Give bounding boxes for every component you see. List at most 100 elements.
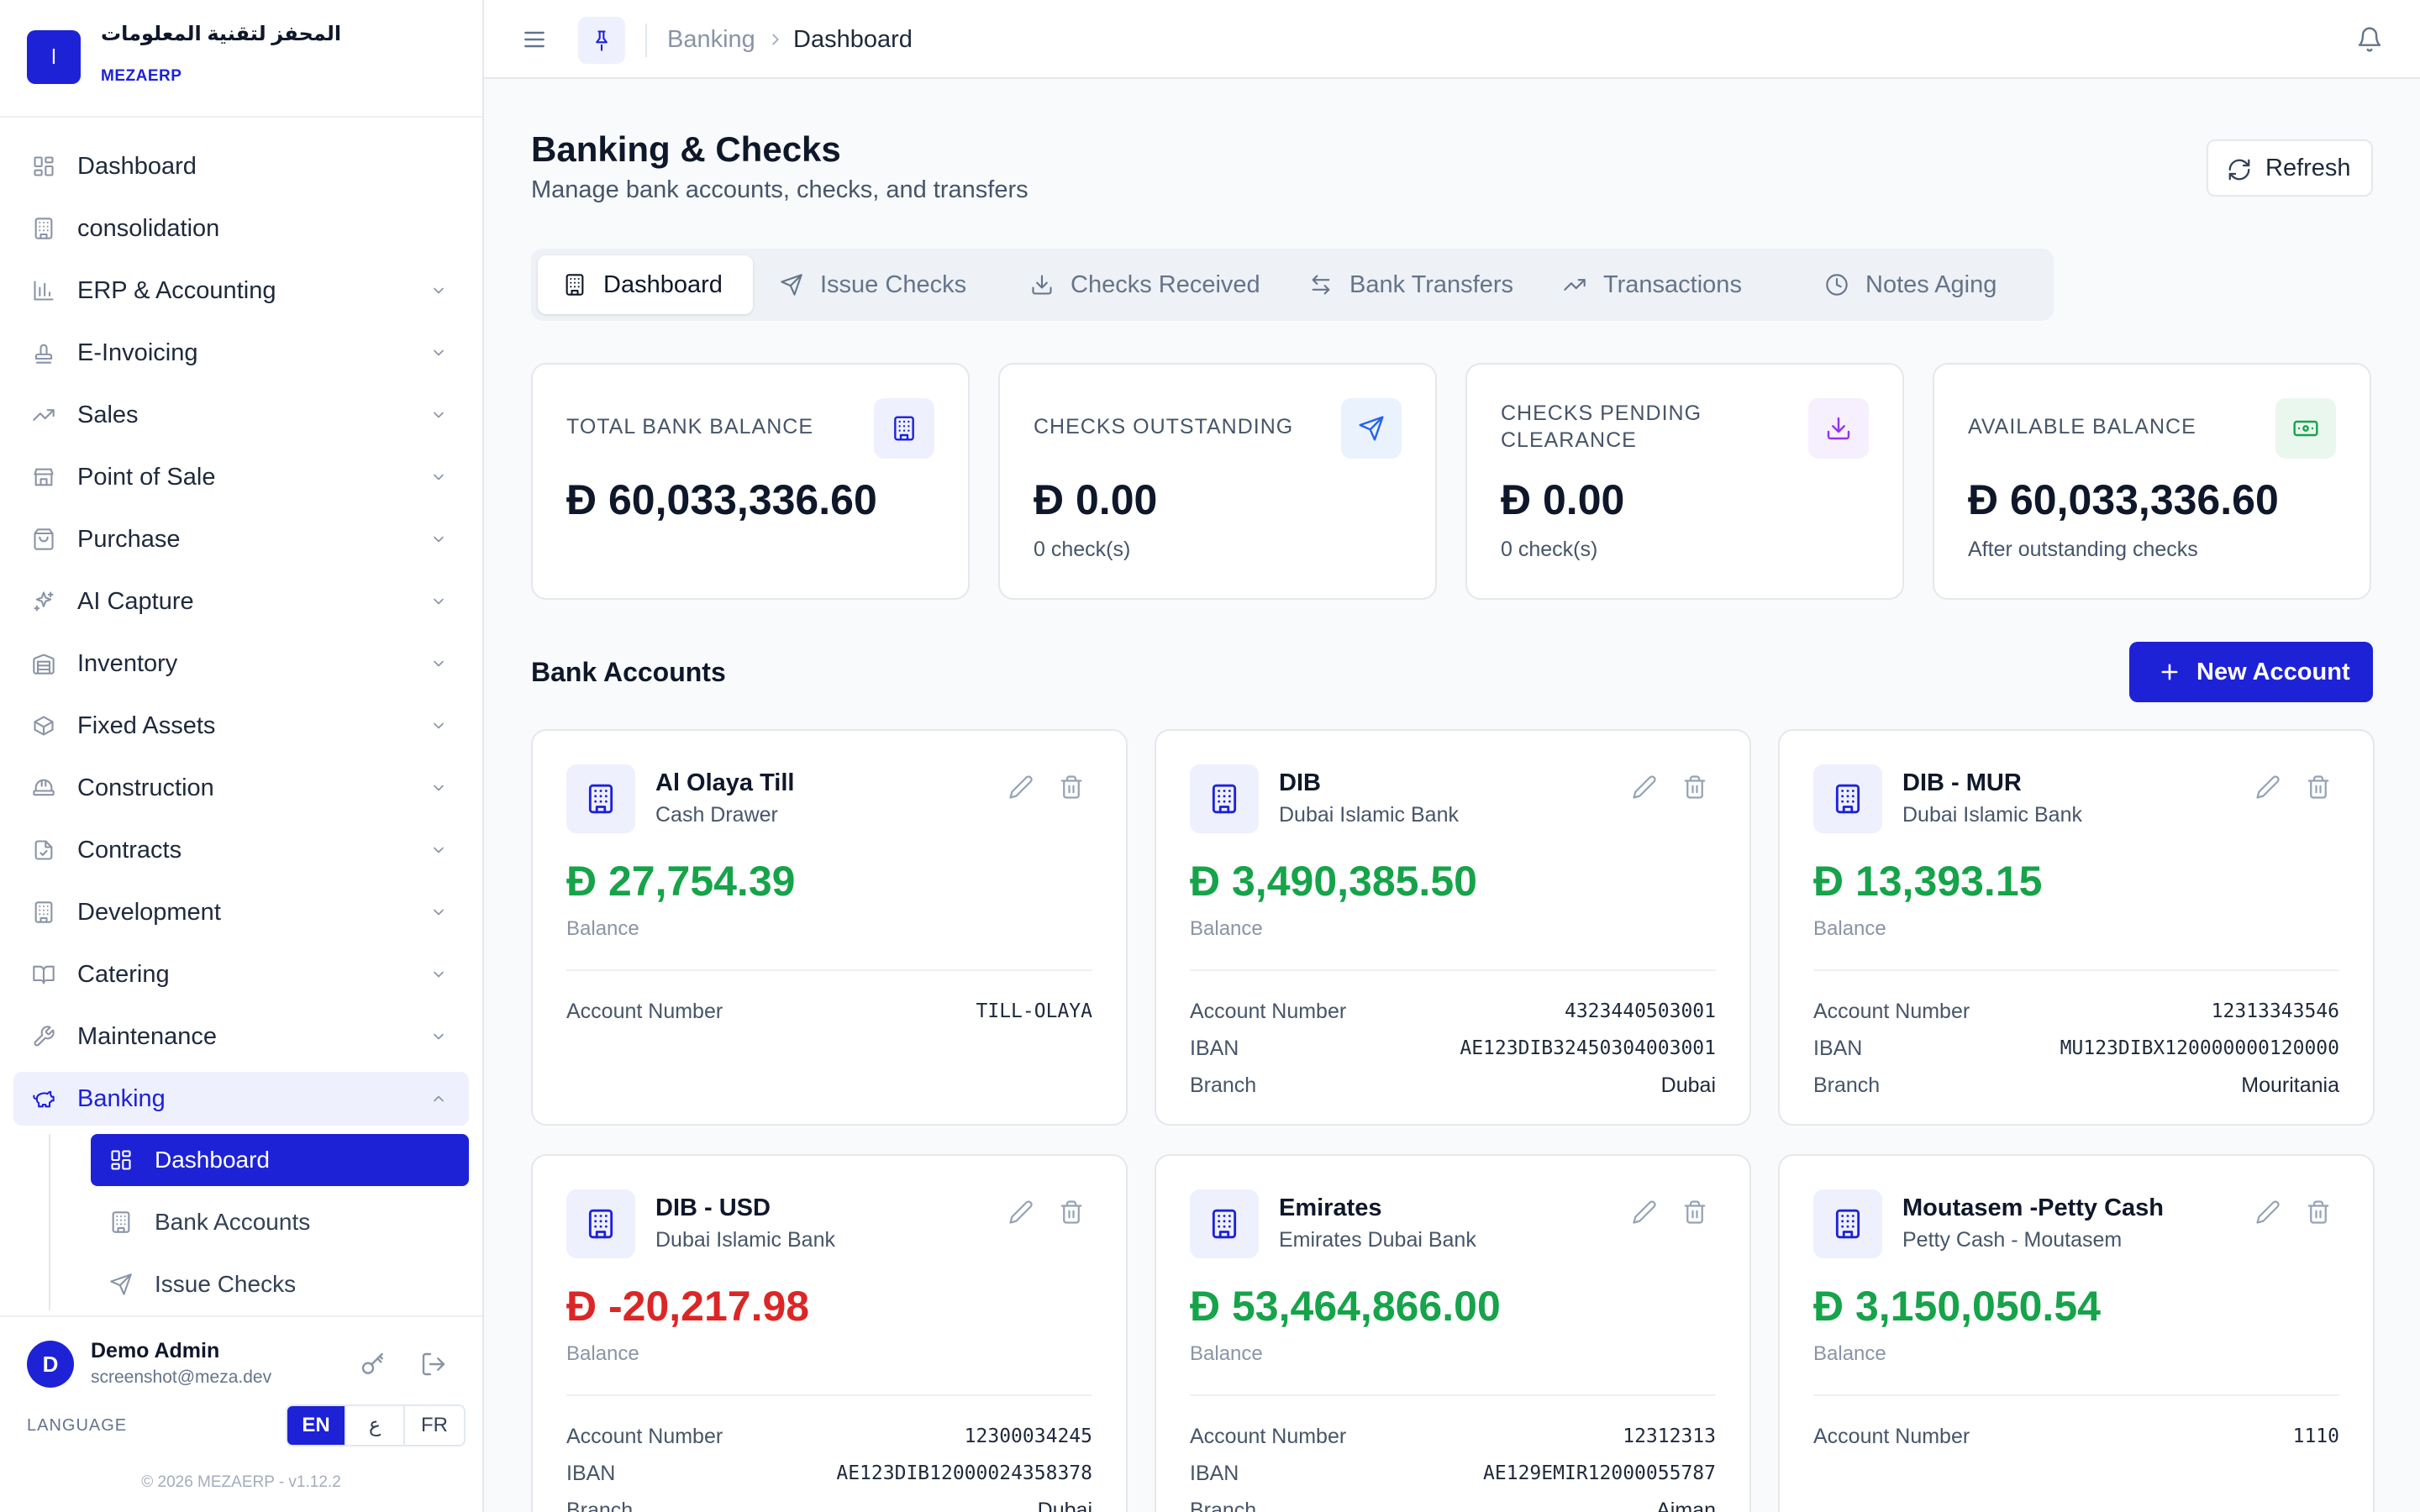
avatar[interactable]: D: [27, 1341, 74, 1388]
trash-icon[interactable]: [1682, 1200, 1707, 1225]
sidebar-item-dashboard[interactable]: Dashboard: [13, 139, 469, 193]
sidebar-item-ai-capture[interactable]: AI Capture: [13, 575, 469, 628]
warehouse-icon: [32, 652, 55, 675]
balance-label: Balance: [1813, 917, 1886, 940]
detail-label: Branch: [1190, 1074, 1257, 1097]
sidebar-item-sales[interactable]: Sales: [13, 388, 469, 442]
bank-account-card[interactable]: DIB - USD Dubai Islamic Bank Ð -20,217.98 B…: [531, 1154, 1128, 1512]
pencil-icon[interactable]: [1632, 774, 1657, 800]
pencil-icon[interactable]: [2255, 774, 2281, 800]
building-icon: [1190, 764, 1259, 833]
tab-bank-transfers[interactable]: Bank Transfers: [1284, 255, 1536, 314]
detail-label: Account Number: [566, 1425, 723, 1448]
trash-icon[interactable]: [1059, 774, 1084, 800]
plus-icon: [2161, 664, 2178, 680]
sidebar-item-erp-accounting[interactable]: ERP & Accounting: [13, 264, 469, 318]
chevron-down-icon: [430, 655, 447, 672]
sidebar-item-inventory[interactable]: Inventory: [13, 637, 469, 690]
key-icon[interactable]: [360, 1351, 387, 1378]
stamp-icon: [32, 341, 55, 365]
building-icon: [109, 1210, 133, 1234]
sidebar-item-catering[interactable]: Catering: [13, 948, 469, 1001]
pencil-icon[interactable]: [1008, 1200, 1034, 1225]
copyright: © 2026 MEZAERP - v1.12.2: [141, 1473, 341, 1491]
detail-label: Account Number: [1190, 1425, 1347, 1448]
account-balance: Ð 3,490,385.50: [1190, 858, 1477, 905]
top-bar: Banking Dashboard: [484, 0, 2420, 79]
sidebar-item-maintenance[interactable]: Maintenance: [13, 1010, 469, 1063]
logout-icon[interactable]: [420, 1351, 447, 1378]
trash-icon[interactable]: [1059, 1200, 1084, 1225]
pencil-icon[interactable]: [2255, 1200, 2281, 1225]
stat-value: Ð 0.00: [1501, 476, 1625, 523]
trash-icon[interactable]: [2306, 1200, 2331, 1225]
brand-logo[interactable]: ا: [27, 30, 81, 84]
language-en-button[interactable]: EN: [287, 1406, 346, 1445]
tab-checks-received[interactable]: Checks Received: [1005, 255, 1282, 314]
trash-icon[interactable]: [1682, 774, 1707, 800]
chevron-down-icon: [430, 1028, 447, 1045]
bell-icon[interactable]: [2356, 26, 2383, 53]
sidebar-item-label: Inventory: [77, 650, 178, 677]
sidebar-item-fixed-assets[interactable]: Fixed Assets: [13, 699, 469, 753]
detail-label: Branch: [1813, 1074, 1881, 1097]
sidebar-item-contracts[interactable]: Contracts: [13, 823, 469, 877]
menu-icon[interactable]: [521, 26, 548, 53]
tab-bar: Dashboard Issue Checks Checks Received Bank…: [531, 249, 2054, 321]
sidebar-item-banking[interactable]: Banking: [13, 1072, 469, 1126]
refresh-label: Refresh: [2265, 155, 2351, 181]
sidebar-item-point-of-sale[interactable]: Point of Sale: [13, 450, 469, 504]
detail-value: 12313343546: [2211, 1000, 2339, 1022]
bank-account-card[interactable]: Moutasem -Petty Cash Petty Cash - Moutase…: [1778, 1154, 2375, 1512]
sidebar: ا المحفز لتقنية المعلومات MEZAERP Dashbo…: [0, 0, 484, 1512]
main-content: Banking & Checks Manage bank accounts, c…: [484, 81, 2420, 1512]
sidebar-item-development[interactable]: Development: [13, 885, 469, 939]
tab-transactions[interactable]: Transactions: [1538, 255, 1798, 314]
bank-account-card[interactable]: Al Olaya Till Cash Drawer Ð 27,754.39 Balan…: [531, 729, 1128, 1126]
refresh-button[interactable]: Refresh: [2207, 139, 2373, 197]
sidebar-subitem-label: Dashboard: [155, 1147, 270, 1173]
tab-notes-aging[interactable]: Notes Aging: [1800, 255, 2044, 314]
brand-subtitle: MEZAERP: [101, 67, 182, 85]
tab-issue-checks[interactable]: Issue Checks: [755, 255, 1003, 314]
language-fr-button[interactable]: FR: [405, 1406, 464, 1445]
tab-dashboard[interactable]: Dashboard: [538, 255, 753, 314]
detail-label: Branch: [566, 1499, 634, 1512]
sidebar-subitem-issue-checks[interactable]: Issue Checks: [91, 1258, 469, 1310]
pin-button[interactable]: [578, 17, 625, 64]
sidebar-subitem-bank-accounts[interactable]: Bank Accounts: [91, 1196, 469, 1248]
building-icon: [1813, 764, 1882, 833]
language-ar-button[interactable]: ع: [346, 1406, 405, 1445]
sidebar-item-e-invoicing[interactable]: E-Invoicing: [13, 326, 469, 380]
account-balance: Ð 27,754.39: [566, 858, 796, 905]
chevron-down-icon: [430, 717, 447, 734]
sidebar-item-construction[interactable]: Construction: [13, 761, 469, 815]
account-name: Moutasem -Petty Cash: [1902, 1194, 2165, 1221]
wrench-icon: [32, 1025, 55, 1048]
pencil-icon[interactable]: [1632, 1200, 1657, 1225]
new-account-button[interactable]: New Account: [2129, 642, 2373, 702]
sidebar-item-consolidation[interactable]: consolidation: [13, 202, 469, 255]
bank-account-card[interactable]: DIB - MUR Dubai Islamic Bank Ð 13,393.15 Ba…: [1778, 729, 2375, 1126]
detail-label: Account Number: [566, 1000, 723, 1023]
stat-label: AVAILABLE BALANCE: [1968, 415, 2196, 438]
breadcrumb-parent[interactable]: Banking: [667, 26, 755, 53]
book-open-icon: [32, 963, 55, 986]
arrows-icon: [1309, 273, 1333, 297]
chevron-down-icon: [430, 531, 447, 548]
language-switcher: EN ع FR: [286, 1404, 466, 1446]
chevron-down-icon: [430, 593, 447, 610]
new-account-label: New Account: [2196, 659, 2350, 685]
sidebar-item-purchase[interactable]: Purchase: [13, 512, 469, 566]
bank-account-card[interactable]: Emirates Emirates Dubai Bank Ð 53,464,866.…: [1155, 1154, 1751, 1512]
sidebar-item-label: AI Capture: [77, 588, 194, 615]
building-icon: [874, 398, 934, 459]
trash-icon[interactable]: [2306, 774, 2331, 800]
stat-value: Ð 0.00: [1034, 476, 1158, 523]
account-detail-account-number: Account Number 12313343546: [1813, 993, 2339, 1030]
bank-account-card[interactable]: DIB Dubai Islamic Bank Ð 3,490,385.50 Balan…: [1155, 729, 1751, 1126]
pencil-icon[interactable]: [1008, 774, 1034, 800]
sidebar-item-label: Maintenance: [77, 1023, 218, 1050]
sidebar-subitem-dashboard[interactable]: Dashboard: [91, 1134, 469, 1186]
account-name: DIB - USD: [655, 1194, 771, 1221]
